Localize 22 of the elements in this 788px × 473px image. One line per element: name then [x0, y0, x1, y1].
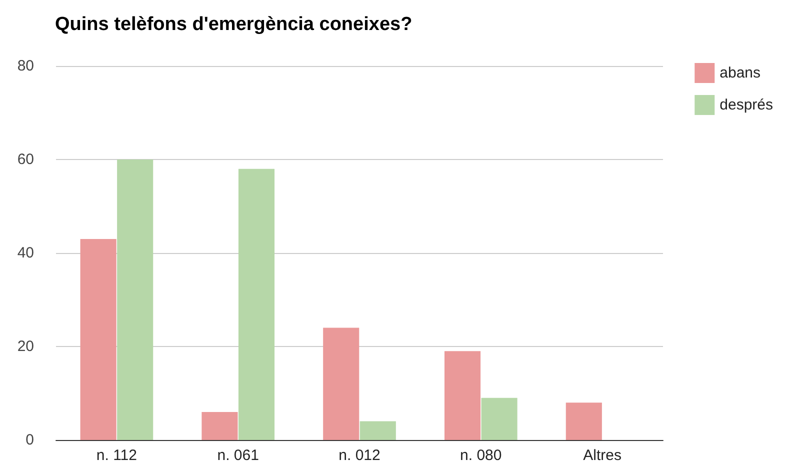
bar [80, 238, 116, 440]
y-tick-label: 80 [17, 58, 34, 74]
y-tick-label: 40 [17, 244, 34, 262]
y-tick-label: 20 [17, 338, 34, 355]
bar [238, 168, 275, 440]
legend-label: abans [720, 64, 761, 82]
x-tick-label: Altres [583, 447, 622, 464]
x-tick-label: n. 080 [460, 447, 502, 464]
y-tick-label: 60 [17, 151, 34, 168]
legend-label: després [720, 96, 774, 114]
bar [202, 412, 238, 440]
x-tick-label: n. 112 [96, 447, 137, 464]
bar [481, 398, 518, 440]
bar [566, 402, 602, 440]
y-tick-label: 0 [26, 432, 34, 448]
bar [117, 160, 154, 440]
bar [444, 351, 481, 440]
chart-title: Quins telèfons d'emergència coneixes? [55, 14, 412, 35]
x-tick-label: n. 061 [217, 447, 259, 464]
bar [360, 421, 396, 440]
x-tick-label: n. 012 [338, 447, 380, 464]
bar [323, 328, 360, 440]
